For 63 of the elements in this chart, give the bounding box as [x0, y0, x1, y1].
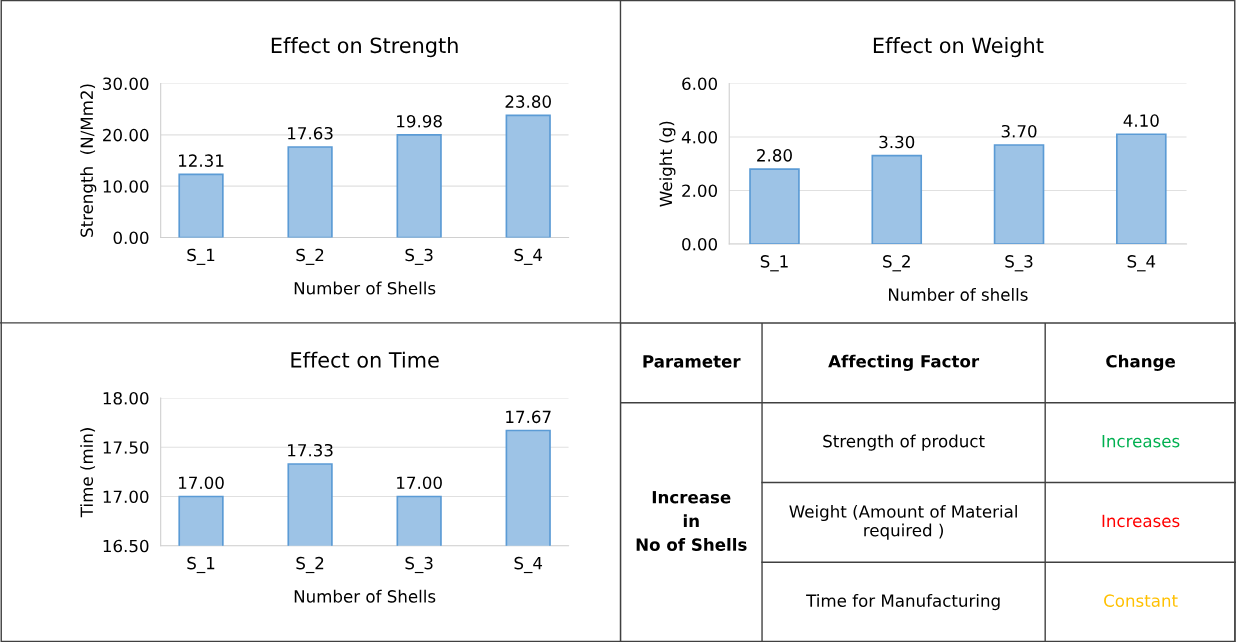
x-tick-label: S_4	[514, 556, 543, 574]
data-label: 17.00	[179, 476, 224, 490]
y-tick-label: 18.00	[103, 392, 149, 405]
y-tick-label: 4.00	[681, 130, 718, 144]
bar	[993, 144, 1045, 244]
text: Strength of product	[823, 434, 985, 451]
x-tick-label: S_1	[760, 255, 788, 272]
text: Parameter	[643, 355, 741, 368]
y-tick-label: 17.50	[103, 441, 149, 454]
data-label: 17.00	[397, 476, 442, 490]
y-tick-label: 10.00	[103, 180, 149, 193]
data-label: 3.70	[1001, 124, 1037, 138]
data-label: 23.80	[505, 95, 551, 108]
x-tick-label: S_1	[187, 248, 215, 265]
y-tick-label: 2.00	[682, 184, 718, 198]
data-label: 17.33	[288, 443, 333, 457]
x-tick-label: S_3	[1005, 255, 1033, 272]
data-label: 4.10	[1123, 114, 1159, 127]
data-label: 17.67	[506, 410, 551, 424]
text: Time for Manufacturing	[806, 594, 1000, 611]
x-tick-label: S_2	[883, 255, 910, 272]
y-axis-title: Weight (g)	[659, 121, 676, 207]
y-tick-label: 30.00	[103, 77, 149, 91]
x-tick-label: S_3	[405, 556, 433, 574]
bar	[749, 168, 800, 244]
y-tick-label: 17.00	[103, 490, 149, 504]
x-axis-title: Number of Shells	[294, 589, 436, 603]
x-tick-label: S_4	[514, 248, 543, 265]
x-tick-label: S_2	[296, 556, 324, 574]
y-tick-label: 0.00	[682, 237, 718, 251]
y-tick-label: 6.00	[682, 77, 718, 91]
text: Increases	[1102, 435, 1180, 448]
bar	[871, 154, 923, 244]
y-axis-title: Strength (N/Mm2)	[80, 84, 97, 237]
bar	[287, 146, 333, 238]
text: Increases	[1102, 514, 1180, 528]
data-label: 17.63	[288, 126, 333, 140]
chart-title: Effect on Strength	[271, 37, 458, 58]
y-tick-label: 16.50	[103, 539, 149, 553]
text: Change	[1106, 354, 1176, 371]
text: Increase in No of Shells	[636, 491, 747, 551]
y-tick-label: 20.00	[103, 128, 149, 142]
data-label: 3.30	[879, 135, 915, 149]
x-tick-label: S_1	[187, 556, 215, 574]
text: Constant	[1104, 594, 1178, 607]
chart-title: Effect on Time	[291, 351, 439, 368]
data-label: 12.31	[179, 154, 224, 167]
bar	[1116, 133, 1167, 244]
x-axis-title: Number of Shells	[294, 281, 436, 295]
bar	[396, 134, 442, 238]
text: Weight (Amount of Material required )	[789, 504, 1017, 540]
bar	[505, 114, 551, 238]
x-axis-title: Number of shells	[889, 288, 1028, 301]
bar	[178, 173, 224, 238]
text: Affecting Factor	[828, 354, 980, 371]
x-tick-label: S_3	[405, 248, 433, 265]
x-tick-label: S_2	[296, 248, 324, 265]
data-label: 2.80	[757, 149, 792, 162]
chart-title: Effect on Weight	[873, 37, 1044, 58]
x-tick-label: S_4	[1127, 255, 1156, 272]
y-axis-title: Time (min)	[80, 428, 96, 518]
y-tick-label: 0.00	[113, 231, 149, 245]
data-label: 19.98	[397, 114, 442, 128]
